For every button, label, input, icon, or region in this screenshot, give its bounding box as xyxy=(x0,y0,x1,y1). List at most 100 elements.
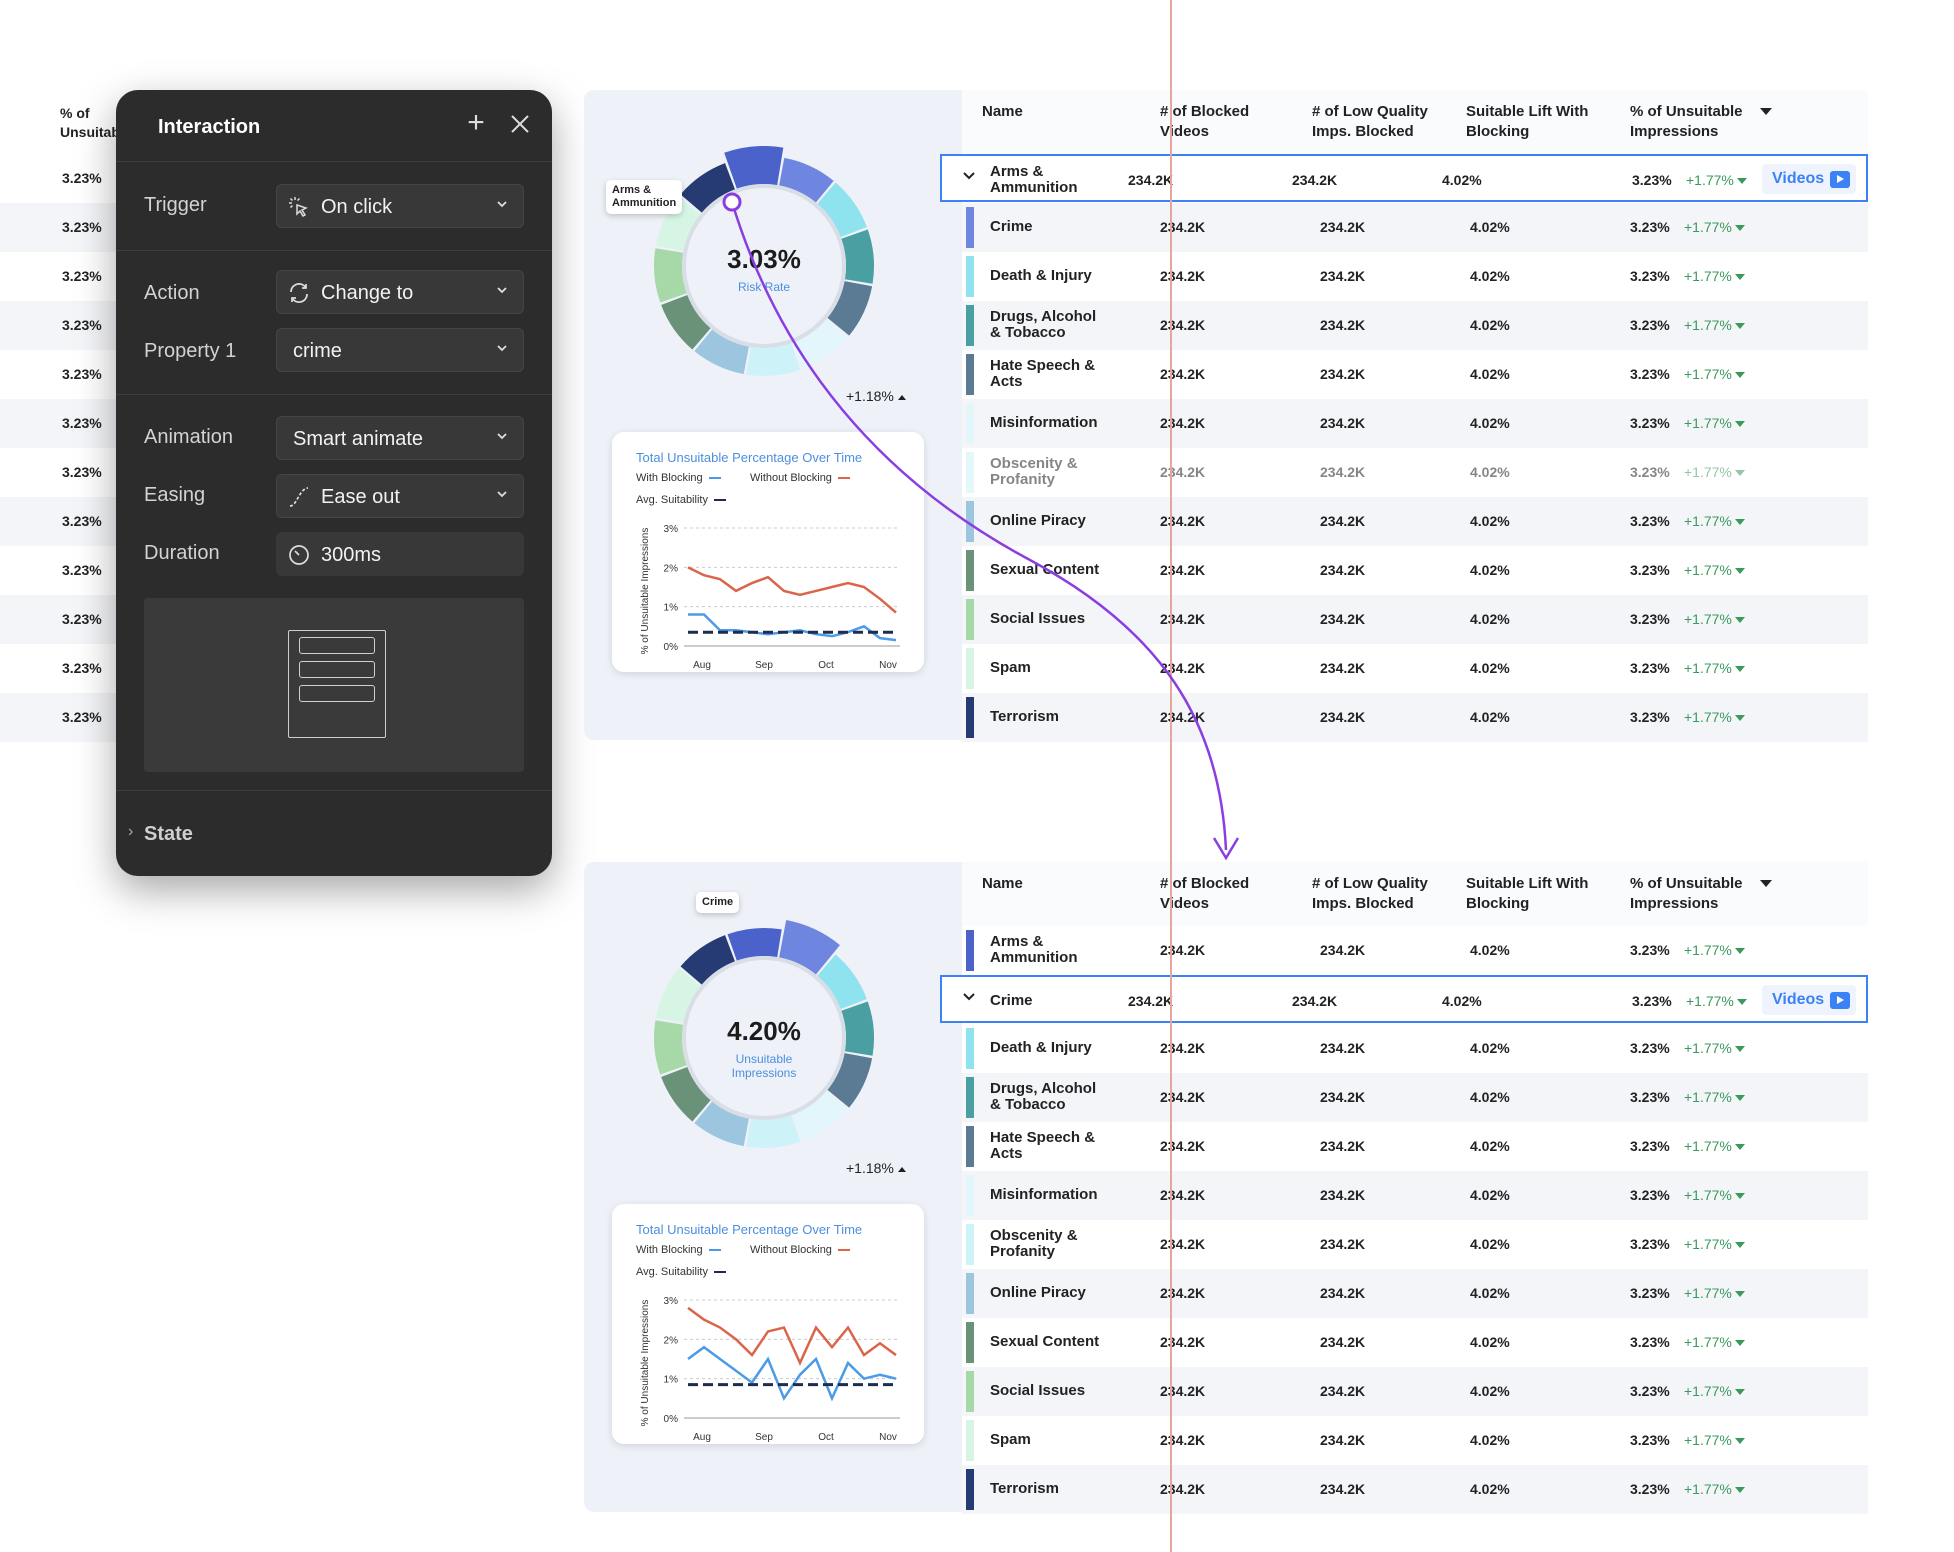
donut-slice[interactable] xyxy=(661,1067,711,1122)
column-header-unsuitable[interactable]: % of Unsuitable Impressions xyxy=(1630,875,1743,912)
category-name: Spam xyxy=(990,659,1031,676)
donut-slice[interactable] xyxy=(680,935,735,985)
column-header-suitable-lift[interactable]: Suitable Lift With Blocking xyxy=(1466,875,1589,912)
column-header-blocked-videos[interactable]: # of Blocked Videos xyxy=(1160,103,1250,140)
donut-slice[interactable] xyxy=(746,343,801,376)
table-row[interactable]: Online Piracy 234.2K 234.2K 4.02% 3.23% +1.77… xyxy=(962,497,1868,546)
interaction-panel: Interaction + Trigger On click Action Ch… xyxy=(116,90,552,876)
duration-input[interactable]: 300ms xyxy=(276,532,524,576)
swap-icon xyxy=(290,283,308,303)
cell-blocked: 234.2K xyxy=(1160,562,1206,578)
table-row[interactable]: Crime 234.2K 234.2K 4.02% 3.23% +1.77% Videos xyxy=(940,975,1868,1023)
delta-value: +1.77% xyxy=(1684,219,1732,235)
cell-low-quality: 234.2K xyxy=(1320,366,1366,382)
category-name: Hate Speech & Acts xyxy=(990,357,1096,390)
cell-blocked: 234.2K xyxy=(1160,1040,1206,1056)
action-select[interactable]: Change to xyxy=(276,270,524,314)
cell-unsuitable: 3.23% xyxy=(1630,219,1670,235)
sort-desc-icon[interactable] xyxy=(1760,108,1772,115)
table-row[interactable]: Arms & Ammunition 234.2K 234.2K 4.02% 3.23% +… xyxy=(940,154,1868,202)
property-select[interactable]: crime xyxy=(276,328,524,372)
column-header-name[interactable]: Name xyxy=(982,103,1023,120)
sort-desc-icon[interactable] xyxy=(1760,880,1772,887)
legend-without-blocking: Without Blocking xyxy=(750,1244,850,1256)
table-row[interactable]: Terrorism 234.2K 234.2K 4.02% 3.23% +1.77% xyxy=(962,1465,1868,1514)
cell-lift: 4.02% xyxy=(1470,1334,1510,1350)
column-header-unsuitable[interactable]: % of Unsuitable Impressions xyxy=(1630,103,1743,140)
state-section[interactable]: › State xyxy=(116,790,552,876)
donut-slice[interactable] xyxy=(841,1001,874,1056)
delta-indicator: +1.77% xyxy=(1684,709,1745,725)
table-row[interactable]: Obscenity & Profanity 234.2K 234.2K 4.02% 3.… xyxy=(962,1220,1868,1269)
donut-slice[interactable] xyxy=(680,163,735,213)
delta-indicator: +1.77% xyxy=(1684,611,1745,627)
legend-avg-suitability: Avg. Suitability xyxy=(636,1266,726,1278)
preview-bar xyxy=(299,637,375,654)
column-header-low-quality[interactable]: # of Low Quality Imps. Blocked xyxy=(1312,875,1428,912)
cell-lift: 4.02% xyxy=(1470,268,1510,284)
cell-blocked: 234.2K xyxy=(1128,172,1174,188)
table-row[interactable]: Sexual Content 234.2K 234.2K 4.02% 3.23% +1.7… xyxy=(962,1318,1868,1367)
donut-slice[interactable] xyxy=(746,1115,801,1148)
trigger-select[interactable]: On click xyxy=(276,184,524,228)
animation-select[interactable]: Smart animate xyxy=(276,416,524,460)
chevron-down-icon[interactable] xyxy=(962,990,976,1004)
cell-lift: 4.02% xyxy=(1470,709,1510,725)
table-row[interactable]: Hate Speech & Acts 234.2K 234.2K 4.02% 3.23%… xyxy=(962,1122,1868,1171)
donut-slice[interactable] xyxy=(827,1053,873,1108)
table-row[interactable]: Drugs, Alcohol & Tobacco 234.2K 234.2K 4.02… xyxy=(962,301,1868,350)
table-row[interactable]: Arms & Ammunition 234.2K 234.2K 4.02% 3.23% +… xyxy=(962,926,1868,975)
table-row[interactable]: Spam 234.2K 234.2K 4.02% 3.23% +1.77% xyxy=(962,644,1868,693)
close-icon[interactable] xyxy=(506,110,534,138)
table-row[interactable]: Misinformation 234.2K 234.2K 4.02% 3.23% +1.7… xyxy=(962,399,1868,448)
easing-value: Ease out xyxy=(321,486,400,508)
donut-slice[interactable] xyxy=(654,248,687,303)
delta-indicator: +1.77% xyxy=(1684,1334,1745,1350)
table-row[interactable]: Misinformation 234.2K 234.2K 4.02% 3.23% +1.7… xyxy=(962,1171,1868,1220)
donut-slice[interactable] xyxy=(724,146,784,189)
donut-slice[interactable] xyxy=(655,968,701,1023)
donut-slice[interactable] xyxy=(779,157,834,203)
table-row[interactable]: Death & Injury 234.2K 234.2K 4.02% 3.23% +1.7… xyxy=(962,1024,1868,1073)
table-row[interactable]: Hate Speech & Acts 234.2K 234.2K 4.02% 3.23%… xyxy=(962,350,1868,399)
category-name: Misinformation xyxy=(990,414,1098,431)
add-icon[interactable]: + xyxy=(467,106,485,139)
cell-lift: 4.02% xyxy=(1470,1285,1510,1301)
cell-blocked: 234.2K xyxy=(1160,1432,1206,1448)
donut-slice[interactable] xyxy=(661,295,711,350)
videos-button[interactable]: Videos xyxy=(1762,164,1856,194)
cell-lift: 4.02% xyxy=(1470,1089,1510,1105)
donut-slice[interactable] xyxy=(779,920,840,975)
down-arrow-icon xyxy=(1734,323,1745,330)
left-column-row: 3.23% xyxy=(0,203,120,252)
videos-button[interactable]: Videos xyxy=(1762,985,1856,1015)
table-row[interactable]: Drugs, Alcohol & Tobacco 234.2K 234.2K 4.02… xyxy=(962,1073,1868,1122)
table-row[interactable]: Social Issues 234.2K 234.2K 4.02% 3.23% +1.77… xyxy=(962,1367,1868,1416)
easing-select[interactable]: Ease out xyxy=(276,474,524,518)
chevron-down-icon[interactable] xyxy=(962,169,976,183)
table-row[interactable]: Terrorism 234.2K 234.2K 4.02% 3.23% +1.77% xyxy=(962,693,1868,742)
donut-slice[interactable] xyxy=(793,1091,848,1141)
donut-slice[interactable] xyxy=(694,1101,749,1147)
donut-slice[interactable] xyxy=(655,196,701,251)
table-row[interactable]: Social Issues 234.2K 234.2K 4.02% 3.23% +1.77… xyxy=(962,595,1868,644)
donut-slice[interactable] xyxy=(654,1020,687,1075)
table-row[interactable]: Online Piracy 234.2K 234.2K 4.02% 3.23% +1.77… xyxy=(962,1269,1868,1318)
dashboard-card-bottom: 4.20% Unsuitable Impressions Crime +1.18% To… xyxy=(584,862,1868,1514)
donut-slice[interactable] xyxy=(727,928,782,961)
y-tick-label: 3% xyxy=(664,524,679,535)
table-row[interactable]: Obscenity & Profanity 234.2K 234.2K 4.02% 3.… xyxy=(962,448,1868,497)
table-row[interactable]: Crime 234.2K 234.2K 4.02% 3.23% +1.77% xyxy=(962,203,1868,252)
table-row[interactable]: Sexual Content 234.2K 234.2K 4.02% 3.23% +1.7… xyxy=(962,546,1868,595)
column-header-suitable-lift[interactable]: Suitable Lift With Blocking xyxy=(1466,103,1589,140)
column-header-low-quality[interactable]: # of Low Quality Imps. Blocked xyxy=(1312,103,1428,140)
category-name: Obscenity & Profanity xyxy=(990,1227,1078,1260)
column-header-blocked-videos[interactable]: # of Blocked Videos xyxy=(1160,875,1250,912)
column-header-name[interactable]: Name xyxy=(982,875,1023,892)
down-arrow-icon xyxy=(1734,1144,1745,1151)
cell-low-quality: 234.2K xyxy=(1320,660,1366,676)
donut-slice[interactable] xyxy=(817,954,867,1009)
table-row[interactable]: Death & Injury 234.2K 234.2K 4.02% 3.23% +1.7… xyxy=(962,252,1868,301)
delta-indicator: +1.77% xyxy=(1684,942,1745,958)
table-row[interactable]: Spam 234.2K 234.2K 4.02% 3.23% +1.77% xyxy=(962,1416,1868,1465)
